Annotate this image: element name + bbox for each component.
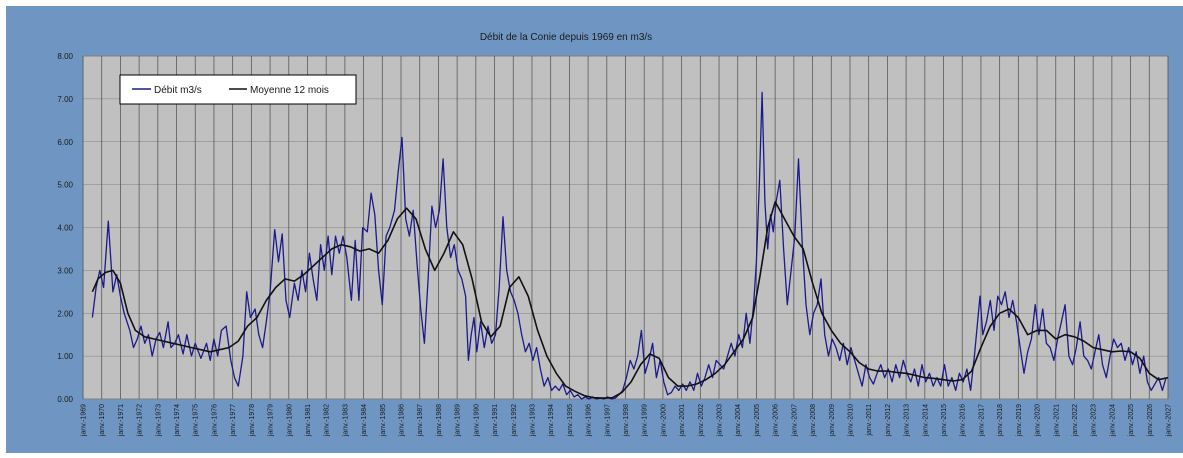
series-lines (91, 91, 1169, 400)
y-tick-label: 2.00 (57, 309, 73, 318)
x-tick-label: janv.-1994 (548, 404, 555, 437)
x-tick-label: janv.-1980 (286, 404, 293, 437)
x-tick-label: janv.-2000 (660, 404, 667, 437)
x-tick-label: janv.-1996 (586, 404, 593, 437)
x-tick-label: janv.-2015 (941, 404, 948, 437)
x-tick-label: janv.-1989 (455, 404, 462, 437)
x-tick-label: janv.-2009 (829, 404, 836, 437)
x-tick-label: janv.-2023 (1091, 404, 1098, 437)
x-tick-label: janv.-2001 (679, 404, 686, 437)
x-tick-label: janv.-1990 (473, 404, 480, 437)
x-tick-label: janv.-1979 (268, 404, 275, 437)
x-tick-label: janv.-2017 (978, 404, 985, 437)
x-tick-label: janv.-1997 (604, 404, 611, 437)
x-tick-label: janv.-1984 (361, 404, 368, 437)
y-tick-label: 6.00 (57, 138, 73, 147)
x-tick-label: janv.-1998 (623, 404, 630, 437)
x-tick-label: janv.-1978 (249, 404, 256, 437)
x-tick-label: janv.-1974 (174, 404, 181, 437)
x-tick-label: janv.-1981 (305, 404, 312, 437)
x-tick-label: janv.-2002 (698, 404, 705, 437)
x-tick-label: janv.-2025 (1128, 404, 1135, 437)
x-tick-label: janv.-1986 (399, 404, 406, 437)
x-tick-label: janv.-2005 (754, 404, 761, 437)
x-tick-label: janv.-1999 (642, 404, 649, 437)
y-tick-label: 5.00 (57, 181, 73, 190)
x-tick-label: janv.-1995 (567, 404, 574, 437)
x-tick-label: janv.-2021 (1053, 404, 1060, 437)
x-tick-label: janv.-1987 (417, 404, 424, 437)
x-axis-ticks: janv.-1969 janv.-1970 janv.-1971 janv.-1972… (81, 404, 1173, 437)
legend: Débit m3/s Moyenne 12 mois (119, 74, 357, 105)
x-tick-label: janv.-2027 (1166, 404, 1173, 437)
x-tick-label: janv.-1970 (99, 404, 106, 437)
x-tick-label: janv.-1991 (492, 404, 499, 437)
y-tick-label: 4.00 (57, 224, 73, 233)
x-tick-label: janv.-2006 (773, 404, 780, 437)
x-tick-label: janv.-1982 (324, 404, 331, 437)
x-tick-label: janv.-2022 (1072, 404, 1079, 437)
x-tick-label: janv.-1976 (211, 404, 218, 437)
x-tick-label: janv.-1985 (380, 404, 387, 437)
x-tick-label: janv.-2020 (1035, 404, 1042, 437)
x-tick-label: janv.-1977 (230, 404, 237, 437)
y-axis-ticks: 0.00 1.00 2.00 3.00 4.00 5.00 6.00 7.00 8.00 (57, 52, 73, 404)
x-tick-label: janv.-1971 (118, 404, 125, 437)
legend-label-moyenne: Moyenne 12 mois (250, 85, 329, 96)
x-tick-label: janv.-2003 (717, 404, 724, 437)
y-tick-label: 0.00 (57, 395, 73, 404)
x-tick-label: janv.-2004 (735, 404, 742, 437)
x-tick-label: janv.-2014 (922, 404, 929, 437)
series-moyenne-line (91, 201, 1169, 399)
x-tick-label: janv.-2013 (904, 404, 911, 437)
y-tick-label: 1.00 (57, 352, 73, 361)
y-tick-label: 8.00 (57, 52, 73, 61)
x-tick-label: janv.-2016 (960, 404, 967, 437)
x-tick-label: janv.-2007 (791, 404, 798, 437)
x-tick-label: janv.-2024 (1109, 404, 1116, 437)
x-tick-label: janv.-1975 (193, 404, 200, 437)
x-tick-label: janv.-2011 (866, 404, 873, 437)
x-tick-label: janv.-2008 (810, 404, 817, 437)
x-tick-label: janv.-2018 (997, 404, 1004, 437)
x-tick-label: janv.-1969 (81, 404, 88, 437)
x-tick-label: janv.-2010 (847, 404, 854, 437)
x-tick-label: janv.-1988 (436, 404, 443, 437)
y-tick-label: 7.00 (57, 95, 73, 104)
y-tick-label: 3.00 (57, 266, 73, 275)
x-tick-label: janv.-2026 (1147, 404, 1154, 437)
x-tick-label: janv.-1993 (529, 404, 536, 437)
x-tick-label: janv.-1972 (137, 404, 144, 437)
legend-label-debit: Débit m3/s (154, 85, 202, 96)
x-tick-label: janv.-1992 (511, 404, 518, 437)
x-tick-label: janv.-2019 (1016, 404, 1023, 437)
x-tick-label: janv.-1973 (155, 404, 162, 437)
x-tick-label: janv.-1983 (342, 404, 349, 437)
chart-title: Débit de la Conie depuis 1969 en m3/s (480, 32, 652, 43)
x-tick-label: janv.-2012 (885, 404, 892, 437)
